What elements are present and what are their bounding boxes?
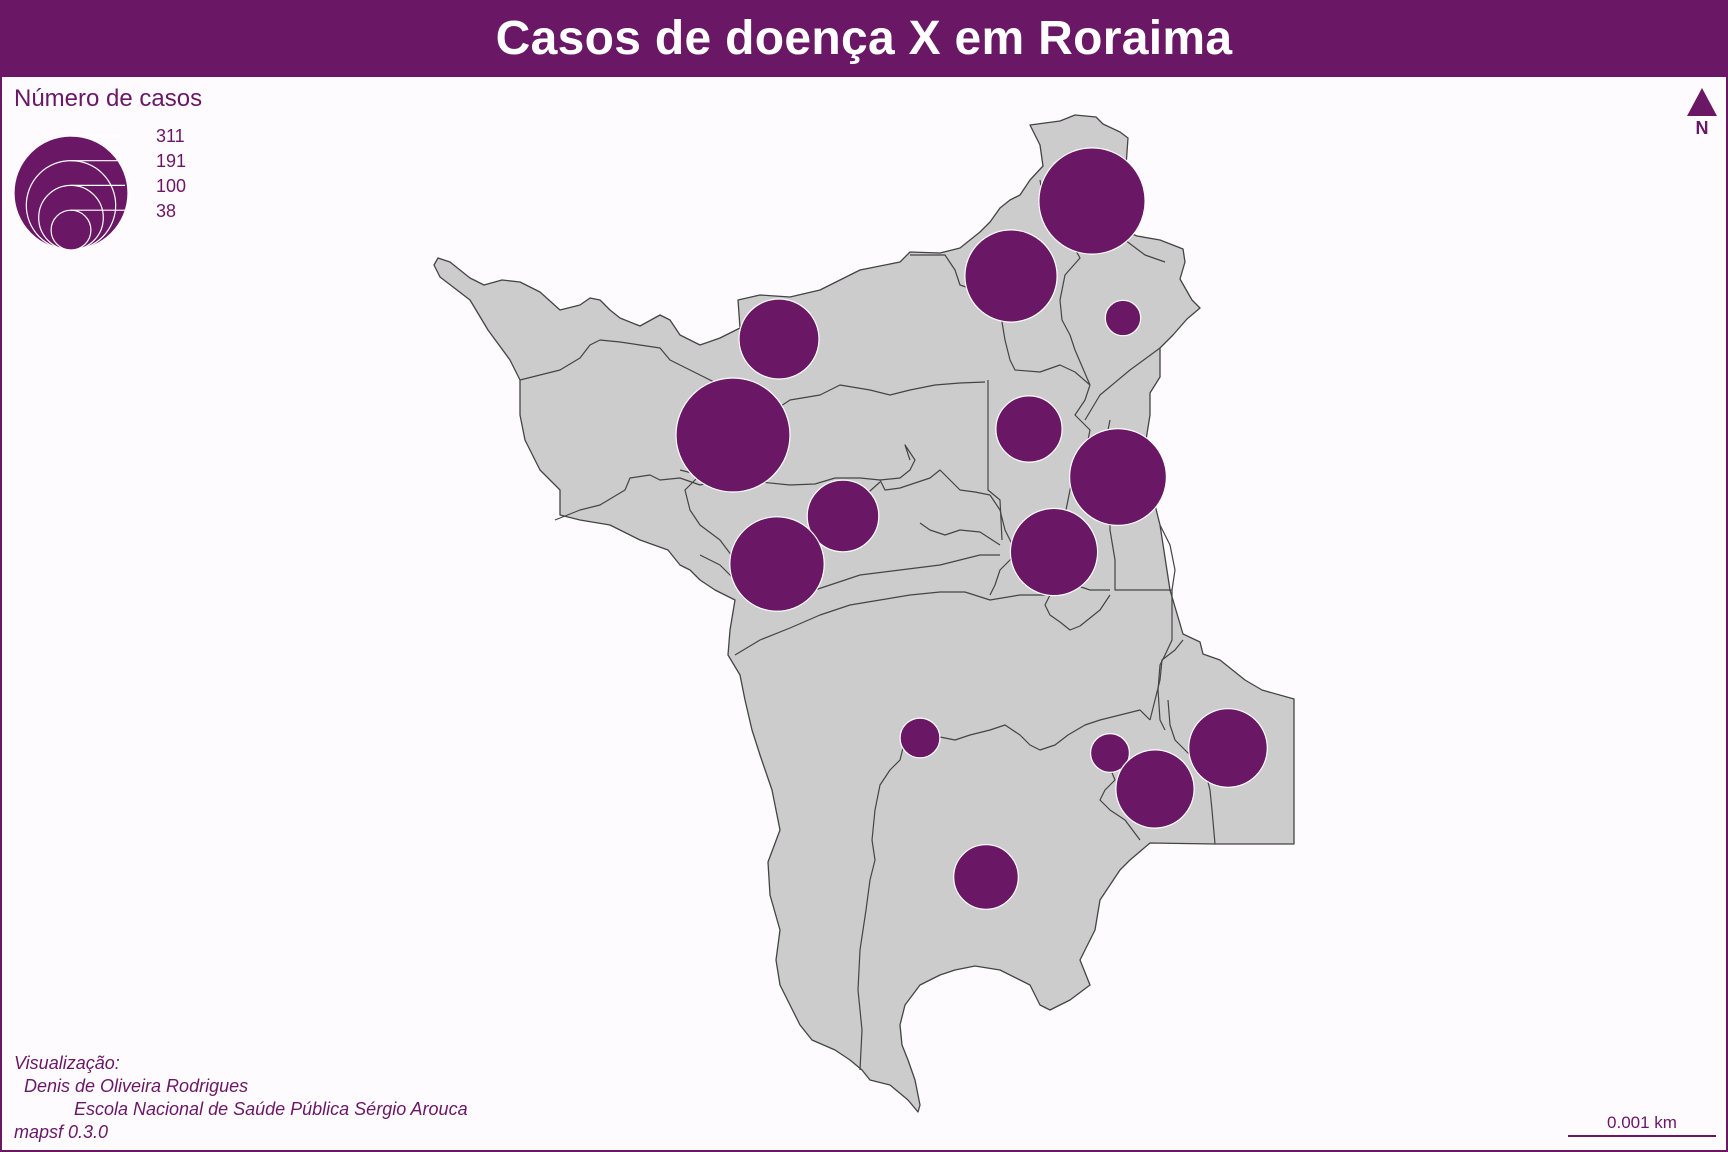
case-symbol bbox=[1038, 147, 1146, 255]
case-symbol bbox=[675, 377, 791, 493]
proportional-symbols bbox=[675, 147, 1268, 910]
legend-value-100: 100 bbox=[156, 176, 187, 196]
case-symbol bbox=[1089, 732, 1130, 773]
north-arrow: N bbox=[1687, 88, 1717, 139]
case-symbol bbox=[729, 516, 825, 612]
legend-title: Número de casos bbox=[14, 85, 203, 112]
case-symbol bbox=[806, 479, 880, 553]
title-bar: Casos de doença X em Roraima bbox=[0, 0, 1728, 77]
roraima-state-shape bbox=[433, 114, 1295, 1113]
case-symbol bbox=[1068, 428, 1167, 527]
legend-value-191: 191 bbox=[156, 151, 187, 171]
legend-circle bbox=[50, 209, 92, 251]
credits-author: Denis de Oliveira Rodrigues bbox=[24, 1076, 249, 1096]
credits-institution: Escola Nacional de Saúde Pública Sérgio … bbox=[74, 1099, 468, 1119]
scale-label: 0.001 km bbox=[1607, 1113, 1677, 1132]
map-title: Casos de doença X em Roraima bbox=[495, 12, 1233, 65]
credits-software: mapsf 0.3.0 bbox=[14, 1122, 109, 1142]
north-label: N bbox=[1695, 118, 1709, 138]
legend-value-311: 311 bbox=[156, 126, 185, 146]
roraima-municipalities bbox=[433, 114, 1295, 1113]
case-symbol bbox=[1104, 299, 1142, 337]
legend-symbols bbox=[13, 135, 129, 251]
north-arrow-icon bbox=[1687, 88, 1717, 116]
scale-bar-line bbox=[1568, 1135, 1716, 1137]
legend-value-38: 38 bbox=[156, 201, 177, 221]
credits-heading: Visualização: bbox=[14, 1053, 120, 1073]
case-symbol bbox=[1009, 507, 1099, 597]
case-symbol bbox=[1188, 708, 1268, 788]
scale-bar: 0.001 km bbox=[1568, 1113, 1716, 1137]
case-symbol bbox=[1115, 749, 1195, 829]
credits: Visualização: Denis de Oliveira Rodrigue… bbox=[14, 1052, 468, 1144]
case-symbol bbox=[738, 298, 820, 380]
case-symbol bbox=[899, 717, 941, 759]
case-symbol bbox=[953, 844, 1019, 910]
case-symbol bbox=[964, 229, 1058, 323]
case-symbol bbox=[995, 395, 1063, 463]
